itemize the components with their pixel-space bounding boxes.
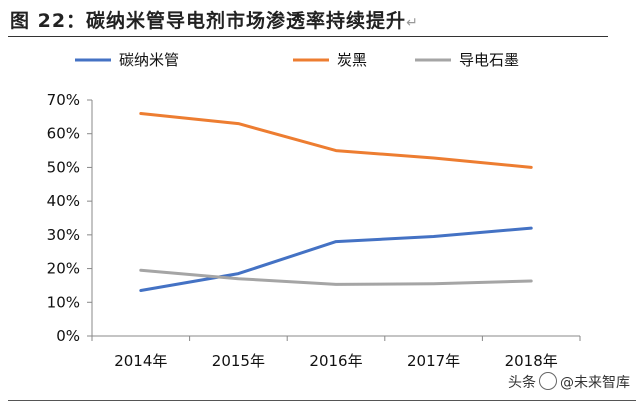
bottom-rule xyxy=(8,400,636,401)
source-watermark: 头条 @未来智库 xyxy=(508,372,630,392)
return-mark-icon: ↵ xyxy=(406,15,419,31)
source-prefix: 头条 xyxy=(508,375,536,391)
y-tick-label: 40% xyxy=(47,192,80,210)
y-tick-label: 60% xyxy=(47,125,80,143)
y-tick-label: 20% xyxy=(47,260,80,278)
legend: 碳纳米管 炭黑 导电石墨 xyxy=(75,51,519,69)
series-line-1 xyxy=(139,226,533,292)
x-tick-label: 2017年 xyxy=(407,352,460,370)
legend-label: 碳纳米管 xyxy=(119,51,179,69)
figure-title: 图 22：碳纳米管导电剂市场渗透率持续提升↵ xyxy=(10,6,419,33)
axes xyxy=(87,99,581,341)
y-tick-label: 50% xyxy=(47,158,80,176)
y-tick-label: 10% xyxy=(47,293,80,311)
x-tick-label: 2014年 xyxy=(114,352,167,370)
source-logo-icon xyxy=(539,372,557,390)
x-tick-label: 2016年 xyxy=(309,352,362,370)
tick-labels: 0% 10% 20% 30% 40% 50% 60% 70% 2014年 2015年 2016年 20… xyxy=(47,91,558,370)
source-name: @未来智库 xyxy=(560,375,630,391)
series-lines xyxy=(139,112,533,292)
title-rule xyxy=(8,36,608,37)
legend-label: 导电石墨 xyxy=(459,51,519,69)
y-tick-label: 30% xyxy=(47,226,80,244)
figure-title-text: 图 22：碳纳米管导电剂市场渗透率持续提升 xyxy=(10,10,407,32)
x-tick-label: 2018年 xyxy=(505,352,558,370)
legend-label: 炭黑 xyxy=(337,51,367,69)
series-line-2 xyxy=(139,112,533,169)
y-tick-label: 0% xyxy=(56,327,80,345)
x-tick-label: 2015年 xyxy=(212,352,265,370)
y-tick-label: 70% xyxy=(47,91,80,109)
series-line-3 xyxy=(139,268,533,286)
